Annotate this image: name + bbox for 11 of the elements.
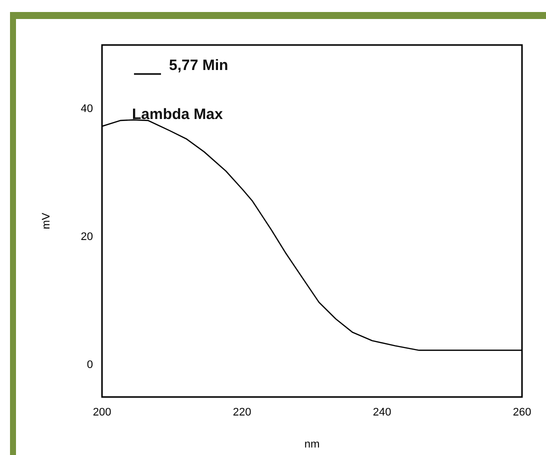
annotation: Lambda Max bbox=[132, 106, 224, 124]
x-tick-label: 200 bbox=[92, 406, 112, 419]
y-tick-label: 0 bbox=[86, 359, 93, 372]
y-axis-title: mV bbox=[40, 212, 53, 230]
x-tick-label: 240 bbox=[372, 406, 392, 419]
y-tick-label: 40 bbox=[80, 103, 93, 116]
legend-label: 5,77 Min bbox=[169, 57, 228, 74]
y-tick-label: 20 bbox=[80, 231, 93, 244]
x-tick-label: 260 bbox=[512, 406, 532, 419]
x-axis-title: nm bbox=[304, 438, 320, 450]
x-tick-label: 220 bbox=[232, 406, 252, 419]
